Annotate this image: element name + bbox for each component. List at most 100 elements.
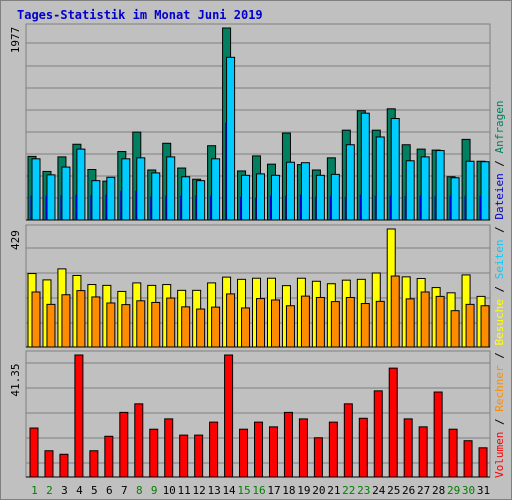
legend-anfragen: Anfragen: [493, 100, 506, 153]
rechner-bar: [31, 291, 41, 348]
legend-separator: /: [493, 279, 506, 299]
chart-title: Tages-Statistik im Monat Juni 2019: [17, 8, 263, 22]
seiten-bar: [120, 190, 122, 220]
seiten-bar: [344, 196, 347, 220]
volumen-bar: [59, 453, 69, 478]
rechner-bar: [330, 301, 340, 348]
volumen-bar: [119, 411, 129, 478]
dateien-bar: [256, 173, 266, 221]
seiten-bar: [165, 195, 167, 220]
dateien-bar: [121, 158, 131, 221]
rechner-bar: [241, 307, 251, 348]
seiten-bar: [240, 196, 242, 220]
seiten-bar: [75, 194, 77, 220]
volumen-bar: [89, 450, 99, 478]
rechner-bar: [136, 300, 146, 348]
rechner-bar: [420, 291, 430, 348]
day-label: 27: [417, 484, 430, 497]
volumen-bar: [478, 447, 488, 478]
rechner-bar: [390, 275, 400, 348]
seiten-bar: [150, 196, 152, 220]
volumen-bar: [433, 391, 443, 478]
day-label: 30: [462, 484, 475, 497]
dateien-bar: [61, 166, 71, 221]
rechner-bar: [151, 301, 161, 348]
volumen-bar: [463, 440, 473, 478]
day-label: 29: [447, 484, 460, 497]
dateien-bar: [420, 156, 430, 221]
seiten-bar: [314, 196, 317, 220]
seiten-bar: [299, 194, 302, 220]
seiten-bar: [434, 195, 437, 220]
day-label: 6: [106, 484, 113, 497]
volumen-bar: [209, 421, 219, 478]
max-label-middle: 429: [9, 230, 22, 250]
day-label: 1: [31, 484, 38, 497]
day-label: 22: [342, 484, 355, 497]
dateien-bar: [166, 156, 176, 221]
day-label: 16: [252, 484, 265, 497]
legend-separator: /: [493, 412, 506, 432]
dateien-bar: [480, 161, 490, 221]
day-label: 4: [76, 484, 83, 497]
seiten-bar: [90, 195, 92, 220]
dateien-bar: [151, 172, 161, 221]
day-label: 3: [61, 484, 68, 497]
volumen-bar: [403, 418, 413, 478]
seiten-bar: [464, 195, 467, 220]
rechner-bar: [480, 305, 490, 348]
rechner-bar: [300, 295, 310, 348]
day-label: 9: [151, 484, 158, 497]
rechner-bar: [46, 303, 56, 348]
rechner-bar: [76, 290, 86, 348]
volumen-bar: [194, 434, 204, 478]
seiten-bar: [180, 195, 182, 220]
volumen-bar: [104, 435, 114, 478]
day-label: 23: [357, 484, 370, 497]
seiten-bar: [374, 195, 377, 220]
rechner-bar: [106, 302, 116, 348]
volumen-bar: [239, 428, 249, 478]
rechner-bar: [211, 306, 221, 348]
dateien-bar: [226, 56, 236, 221]
seiten-bar: [210, 195, 212, 220]
dateien-bar: [330, 173, 340, 221]
day-label: 28: [432, 484, 445, 497]
dateien-bar: [106, 176, 116, 221]
rechner-bar: [345, 296, 355, 348]
volumen-bar: [283, 411, 293, 478]
seiten-bar: [479, 195, 482, 220]
dateien-bar: [315, 174, 325, 221]
seiten-bar: [225, 122, 227, 220]
dateien-bar: [31, 158, 41, 221]
dateien-bar: [241, 174, 251, 221]
volumen-bar: [179, 434, 189, 478]
day-label: 5: [91, 484, 98, 497]
rechner-bar: [270, 299, 280, 348]
day-label: 20: [312, 484, 325, 497]
rechner-bar: [465, 303, 475, 348]
day-label: 31: [477, 484, 490, 497]
dateien-bar: [76, 148, 86, 221]
rechner-bar: [121, 304, 131, 348]
seiten-bar: [30, 195, 32, 220]
volumen-bar: [328, 421, 338, 478]
seiten-bar: [284, 195, 287, 220]
dateien-bar: [435, 150, 445, 221]
max-label-top: 1977: [9, 27, 22, 54]
dateien-bar: [300, 162, 310, 221]
legend-separator: /: [493, 153, 506, 173]
dateien-bar: [345, 144, 355, 221]
volumen-bar: [358, 417, 368, 478]
seiten-bar: [449, 195, 452, 220]
day-label: 17: [267, 484, 280, 497]
day-label: 19: [297, 484, 310, 497]
seiten-bar: [105, 194, 107, 220]
rechner-bar: [91, 296, 101, 348]
seiten-bar: [269, 195, 272, 220]
seiten-bar: [45, 195, 47, 220]
dateien-bar: [91, 180, 101, 221]
day-label: 2: [46, 484, 53, 497]
rechner-bar: [285, 305, 295, 348]
seiten-bar: [255, 197, 257, 220]
